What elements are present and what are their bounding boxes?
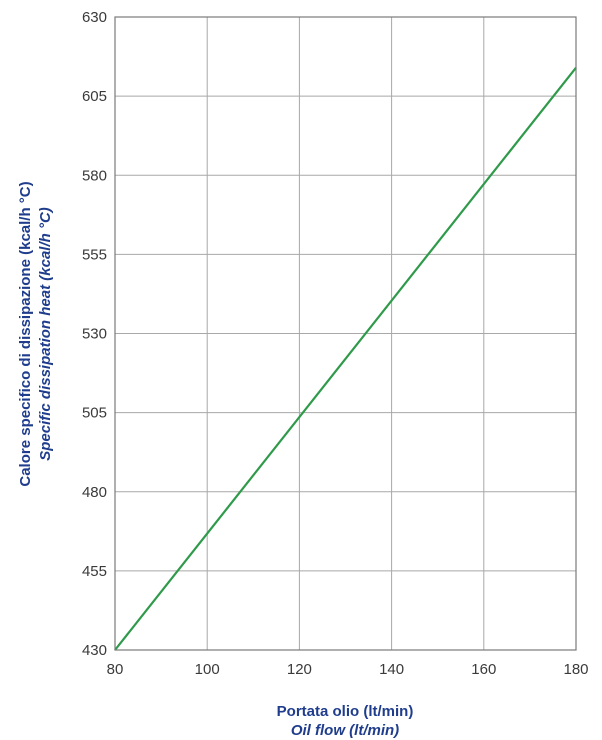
series-group — [114, 66, 577, 651]
x-tick-label: 80 — [107, 661, 124, 678]
y-tick-label: 555 — [82, 246, 107, 263]
y-tick-label: 455 — [82, 563, 107, 580]
y-tick-label: 530 — [82, 326, 107, 343]
y-tick-label: 605 — [82, 88, 107, 105]
x-tick-label: 140 — [379, 661, 404, 678]
y-axis-subtitle: Specific dissipation heat (kcal/h °C) — [37, 207, 54, 461]
y-tick-label: 630 — [82, 9, 107, 26]
grid — [114, 16, 577, 651]
x-axis-subtitle: Oil flow (lt/min) — [291, 722, 399, 739]
x-tick-label: 180 — [563, 661, 588, 678]
x-axis-title: Portata olio (lt/min) — [277, 703, 414, 720]
y-tick-label: 505 — [82, 405, 107, 422]
y-tick-label: 580 — [82, 167, 107, 184]
series-line — [114, 66, 577, 651]
x-tick-label: 160 — [471, 661, 496, 678]
plot-border — [114, 16, 577, 651]
plot-frame — [114, 16, 577, 651]
y-axis-title: Calore specifico di dissipazione (kcal/h… — [17, 181, 34, 486]
x-tick-label: 120 — [287, 661, 312, 678]
x-tick-label: 100 — [195, 661, 220, 678]
x-tick-labels: 80 100 120 140 160 180 — [107, 661, 589, 678]
y-tick-label: 480 — [82, 484, 107, 501]
y-tick-label: 430 — [82, 642, 107, 659]
y-tick-labels: 430 455 480 505 530 555 580 605 630 — [82, 9, 107, 659]
